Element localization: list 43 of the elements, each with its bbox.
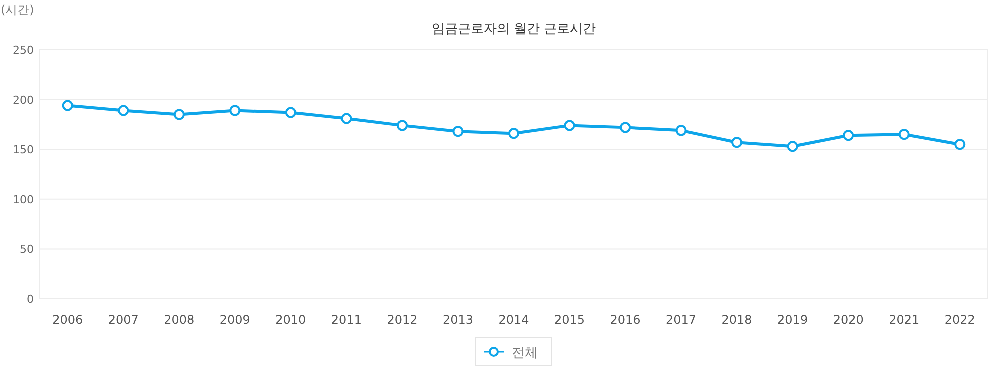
point	[787, 141, 798, 152]
x-tick-label: 2019	[778, 313, 808, 327]
x-tick-label: 2009	[220, 313, 250, 327]
x-tick-label: 2021	[889, 313, 920, 327]
x-tick-label: 2020	[833, 313, 864, 327]
x-tick-label: 2007	[108, 313, 139, 327]
y-tick-label: 250	[13, 44, 34, 57]
x-tick-label: 2008	[164, 313, 195, 327]
x-tick-label: 2018	[722, 313, 752, 327]
point	[732, 137, 743, 148]
point	[898, 129, 910, 140]
point	[564, 120, 576, 132]
point	[452, 126, 464, 138]
y-tick-label: 0	[27, 293, 34, 306]
x-tick-label: 2012	[387, 313, 418, 327]
x-tick-label: 2022	[944, 313, 976, 327]
point	[230, 105, 241, 116]
x-tick-label: 2010	[276, 313, 306, 327]
legend-label: 전체	[512, 346, 538, 361]
point	[843, 130, 854, 142]
x-tick-label: 2006	[52, 313, 84, 327]
point	[620, 122, 632, 134]
x-tick-label: 2013	[442, 313, 474, 327]
point	[285, 107, 296, 118]
point	[341, 113, 352, 124]
point	[174, 109, 185, 120]
y-tick-label: 150	[13, 144, 34, 157]
chart-title: 임금근로자의 월간 근로시간	[432, 22, 596, 37]
y-tick-label: 200	[13, 94, 34, 107]
point	[118, 105, 130, 116]
point	[676, 125, 687, 136]
y-axis-title: (시간)	[1, 3, 34, 17]
x-tick-label: 2016	[610, 313, 641, 327]
point	[508, 128, 520, 140]
point	[396, 120, 408, 132]
point	[62, 100, 74, 112]
x-tick-label: 2014	[498, 313, 530, 327]
x-tick-label: 2015	[554, 313, 586, 327]
y-tick-label: 50	[20, 243, 34, 256]
x-tick-label: 2011	[331, 313, 362, 327]
x-tick-label: 2017	[666, 313, 697, 327]
point	[954, 139, 966, 150]
y-tick-label: 100	[13, 193, 34, 206]
